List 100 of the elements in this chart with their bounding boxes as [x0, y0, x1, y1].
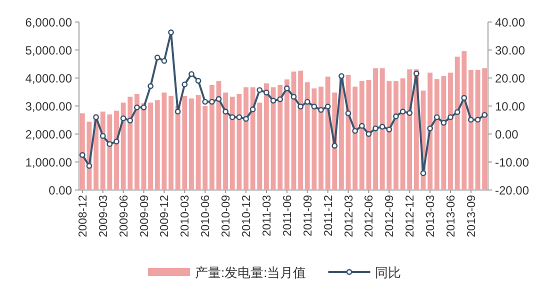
x-tick-label: 2012-06: [364, 195, 376, 238]
bar: [407, 69, 412, 190]
x-tick-label: 2013-09: [466, 195, 478, 238]
point: [188, 71, 194, 78]
point: [448, 114, 454, 120]
point: [324, 104, 331, 110]
x-tick-label: 2010-12: [241, 195, 254, 238]
bar: [359, 81, 364, 190]
point: [406, 110, 413, 116]
point: [216, 96, 222, 102]
bar: [148, 102, 154, 190]
point: [236, 114, 242, 120]
point: [352, 128, 358, 134]
point: [250, 106, 256, 112]
x-tick-label: 2011-09: [302, 195, 314, 236]
point: [358, 122, 365, 129]
y2-tick-label: 0.00: [495, 128, 519, 142]
point: [386, 126, 392, 132]
bar: [318, 86, 324, 190]
point: [284, 85, 290, 92]
x-tick-label: 2013-03: [425, 195, 438, 238]
point: [148, 83, 154, 90]
x-tick-label: 2009-09: [138, 195, 151, 238]
point: [243, 116, 249, 122]
point: [454, 109, 460, 116]
x-tick-label: 2012-09: [384, 195, 396, 238]
x-tick-label: 2010-09: [220, 195, 233, 238]
point: [427, 125, 434, 132]
point: [338, 73, 344, 79]
bar: [394, 81, 398, 190]
x-tick-label: 2009-03: [98, 195, 110, 238]
point: [264, 90, 270, 96]
point: [182, 81, 188, 88]
bar: [284, 79, 290, 190]
x-tick-label: 2010-06: [200, 195, 212, 238]
point: [229, 114, 236, 120]
bar: [468, 70, 474, 190]
point: [140, 104, 147, 110]
x-tick-label: 2012-03: [343, 195, 356, 238]
y-tick-label: 2,000.00: [25, 128, 72, 142]
point: [195, 78, 202, 84]
y-tick-label: 5,000.00: [25, 44, 72, 58]
point: [311, 104, 318, 110]
point: [86, 162, 92, 169]
point: [400, 108, 406, 115]
x-tick-label: 2010-03: [180, 195, 192, 238]
point: [379, 124, 386, 130]
bar: [223, 92, 228, 190]
x-tick-label: 2011-12: [322, 195, 335, 236]
x-tick-label: 2011-03: [261, 195, 274, 236]
y-tick-label: 6,000.00: [25, 16, 72, 30]
bar: [264, 83, 269, 190]
point: [290, 94, 297, 100]
point: [114, 138, 120, 145]
x-tick-label: 2008-12: [77, 195, 90, 238]
x-tick-label: 2011-06: [282, 195, 294, 236]
legend-label: 产量:发电量:当月值: [195, 265, 306, 280]
point: [440, 120, 447, 126]
y2-tick-label: 30.00: [495, 44, 526, 58]
bar: [196, 95, 201, 190]
point: [345, 110, 352, 116]
point: [202, 98, 208, 105]
point: [482, 112, 488, 118]
bar: [298, 70, 303, 190]
x-tick-label: 2009-06: [118, 195, 130, 238]
bar: [80, 113, 85, 190]
point: [154, 54, 160, 61]
point: [222, 108, 229, 115]
bar: [168, 96, 174, 190]
point: [168, 29, 174, 36]
bar: [352, 86, 358, 190]
point: [393, 113, 399, 120]
point: [106, 141, 113, 148]
y-tick-label: 3,000.00: [25, 100, 72, 114]
point: [298, 104, 304, 110]
x-tick-label: 2009-12: [159, 195, 172, 238]
point: [161, 58, 168, 64]
point: [332, 142, 338, 149]
point: [127, 118, 134, 124]
point: [120, 115, 126, 122]
point: [413, 70, 420, 76]
bar: [448, 72, 453, 190]
point: [256, 87, 263, 93]
point: [366, 131, 372, 137]
point: [420, 170, 426, 176]
point: [474, 116, 481, 123]
bar: [482, 68, 488, 190]
bar: [202, 106, 208, 190]
bar: [114, 110, 119, 190]
y2-tick-label: -20.00: [495, 184, 530, 198]
point: [434, 114, 440, 120]
point: [208, 98, 215, 105]
point: [93, 114, 99, 120]
bar: [209, 85, 214, 190]
y-tick-label: 1,000.00: [25, 156, 72, 170]
point: [468, 116, 474, 123]
point: [134, 104, 140, 110]
y-tick-label: 4,000.00: [25, 72, 72, 86]
point: [79, 152, 86, 158]
y-tick-label: 0.00: [48, 184, 72, 198]
